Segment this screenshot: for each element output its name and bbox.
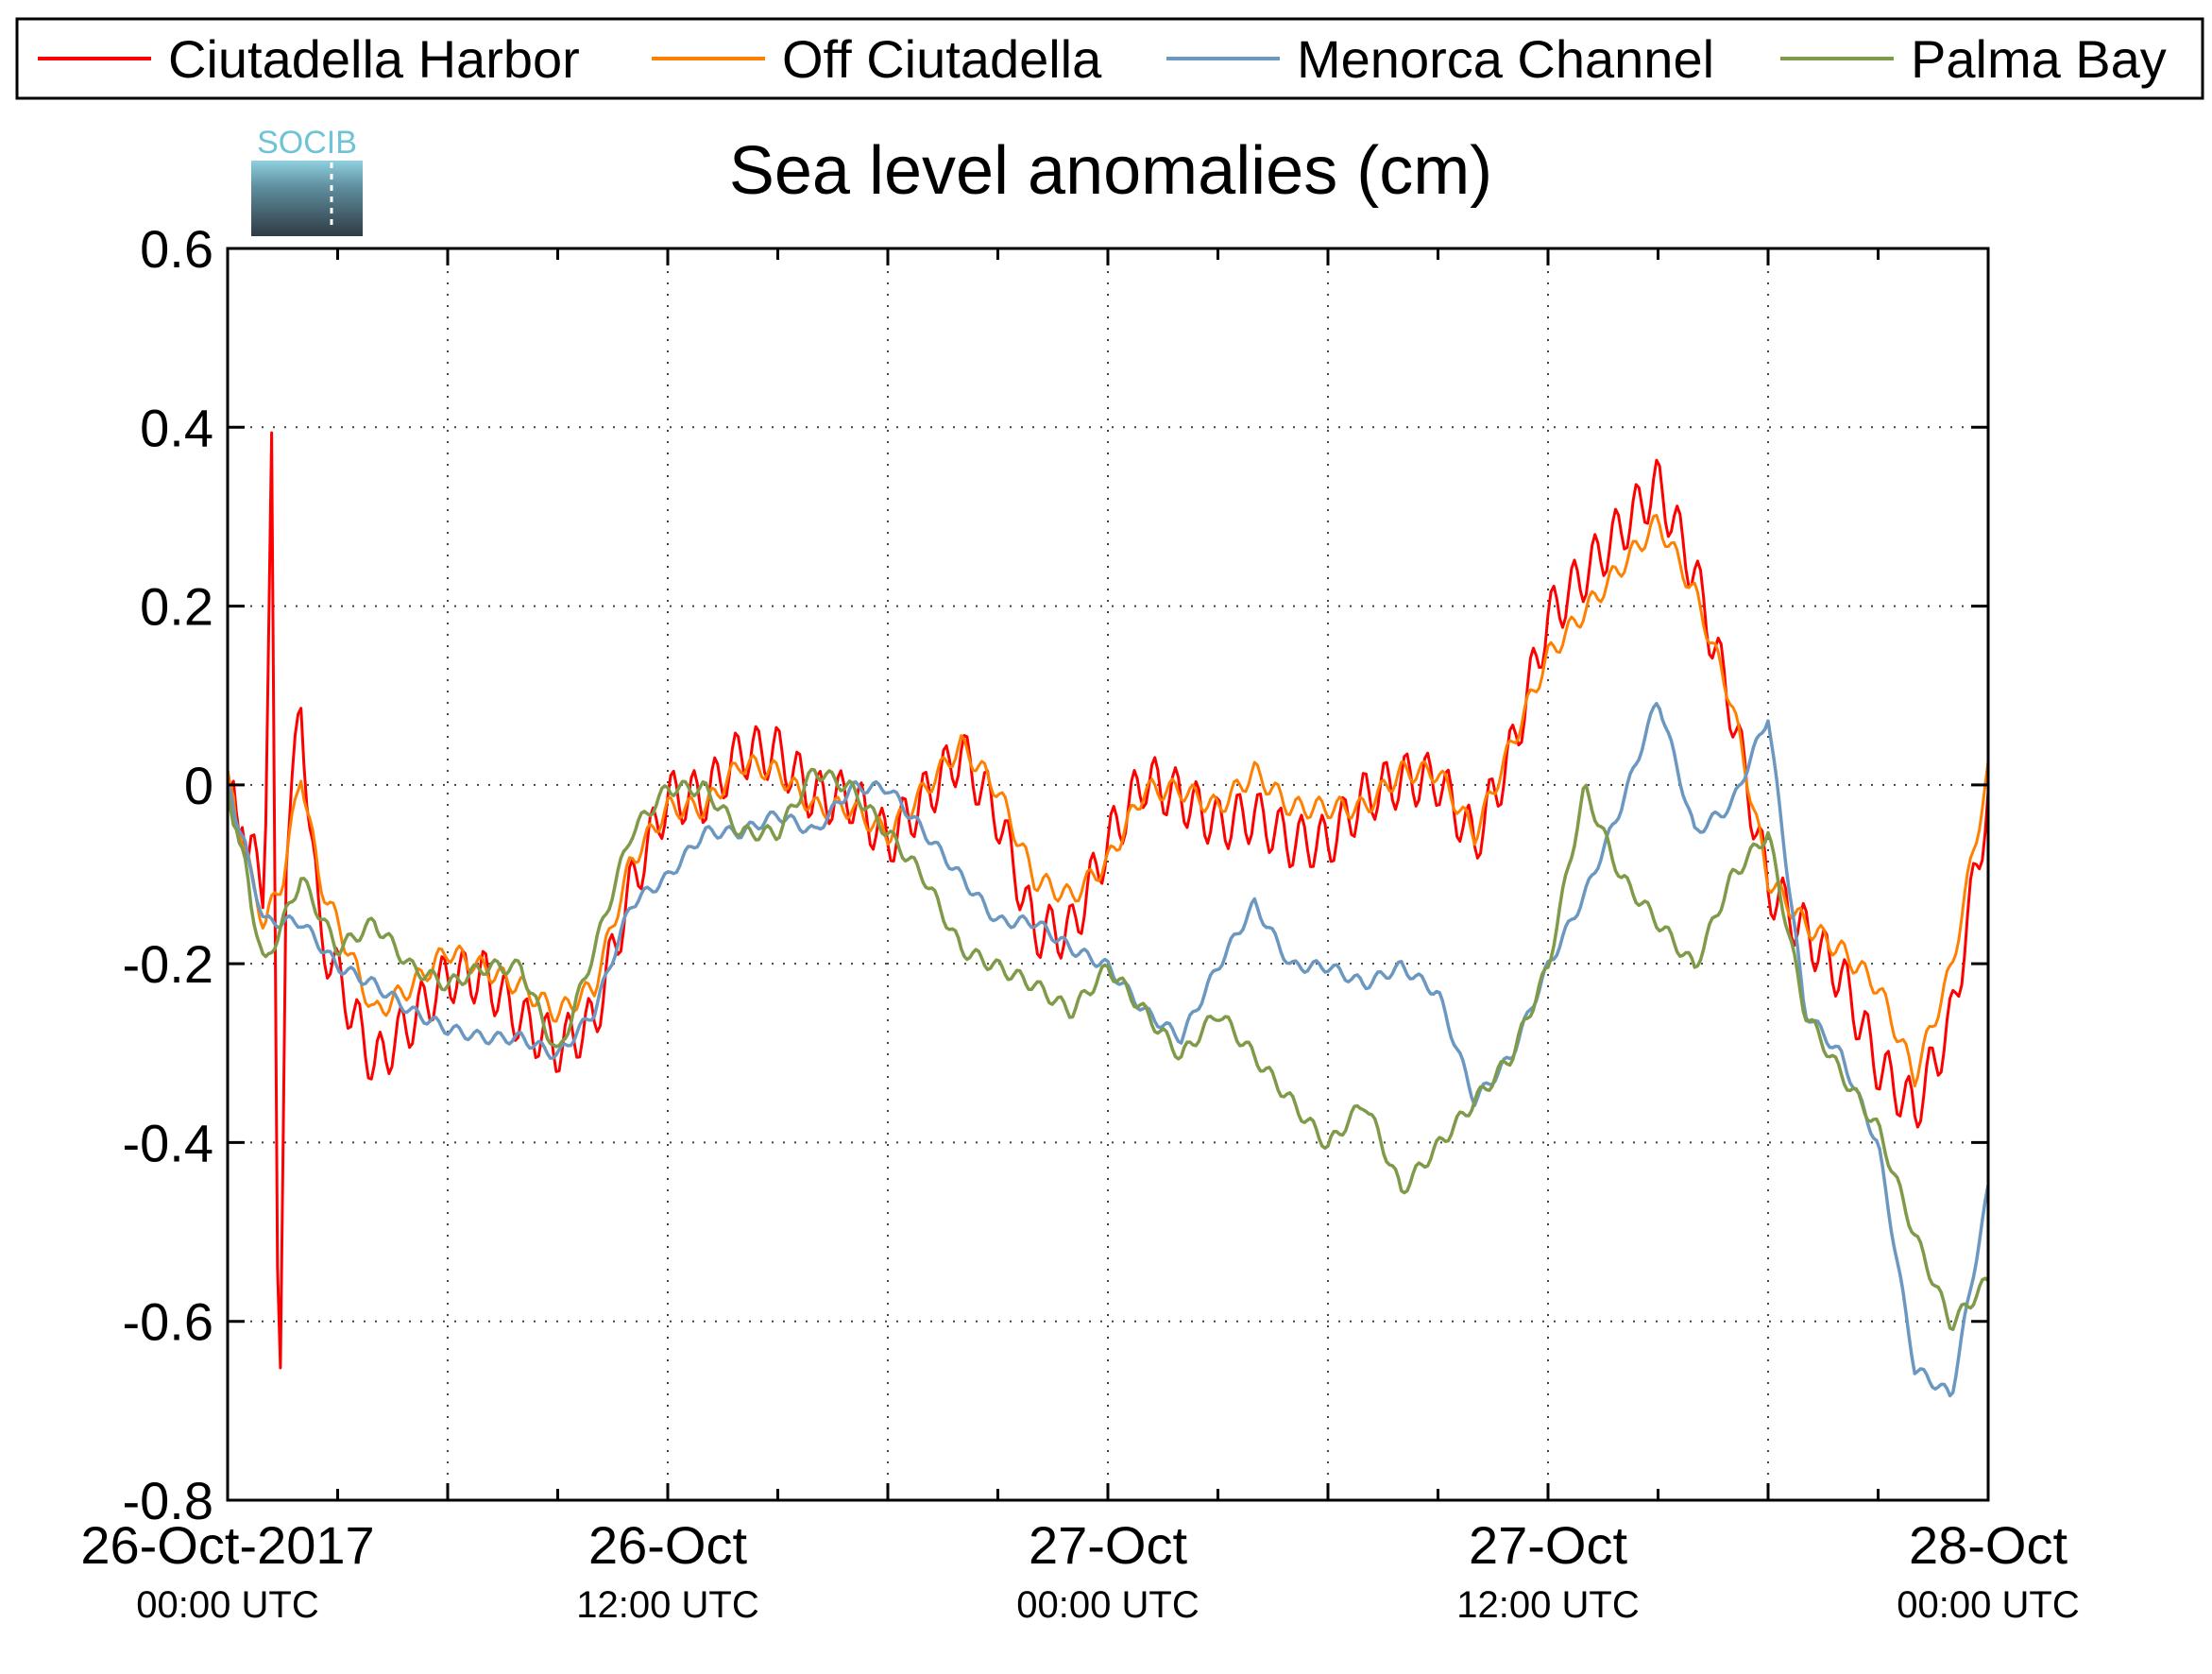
- x-tick-sublabel: 00:00 UTC: [1016, 1584, 1199, 1626]
- x-tick-label: 27-Oct: [1469, 1515, 1627, 1575]
- y-tick-label: -0.8: [123, 1471, 214, 1530]
- x-tick-label: 26-Oct: [588, 1515, 747, 1575]
- legend-label: Off Ciutadella: [782, 29, 1102, 89]
- chart-title: Sea level anomalies (cm): [729, 133, 1492, 209]
- x-tick-sublabel: 12:00 UTC: [1456, 1584, 1639, 1626]
- x-tick-sublabel: 00:00 UTC: [1897, 1584, 2079, 1626]
- logo-text: SOCIB: [257, 125, 357, 161]
- x-tick-label: 28-Oct: [1909, 1515, 2067, 1575]
- legend: Ciutadella Harbor Off Ciutadella Menorca C…: [15, 17, 2204, 100]
- y-tick-label: 0: [184, 756, 213, 815]
- legend-label: Palma Bay: [1911, 29, 2167, 89]
- y-tick-label: 0.6: [140, 219, 213, 279]
- y-axis: 0.6 0.4 0.2 0 -0.2 -0.4 -0.6 -0.8: [123, 219, 1988, 1530]
- y-tick-label: -0.2: [123, 934, 214, 994]
- series-line: [226, 701, 1990, 1398]
- series-line: [226, 767, 1990, 1332]
- legend-label: Menorca Channel: [1297, 29, 1714, 89]
- x-tick-sublabel: 00:00 UTC: [136, 1584, 318, 1626]
- series-line: [226, 431, 1990, 1370]
- plot-background: [228, 248, 1988, 1500]
- x-tick-label: 27-Oct: [1029, 1515, 1187, 1575]
- x-axis: 26-Oct-2017 00:00 UTC 26-Oct 12:00 UTC 27-Oc…: [80, 248, 2080, 1626]
- series-line: [226, 514, 1990, 1088]
- y-tick-label: -0.4: [123, 1113, 214, 1172]
- socib-logo: SOCIB: [251, 125, 363, 236]
- legend-label: Ciutadella Harbor: [168, 29, 580, 89]
- x-tick-label: 26-Oct-2017: [80, 1515, 374, 1575]
- plot-area: 0.6 0.4 0.2 0 -0.2 -0.4 -0.6 -0.8 26-Oct-2017 00…: [80, 219, 2079, 1626]
- x-tick-sublabel: 12:00 UTC: [576, 1584, 758, 1626]
- y-tick-label: 0.4: [140, 398, 213, 457]
- y-tick-label: 0.2: [140, 577, 213, 637]
- y-tick-label: -0.6: [123, 1292, 214, 1352]
